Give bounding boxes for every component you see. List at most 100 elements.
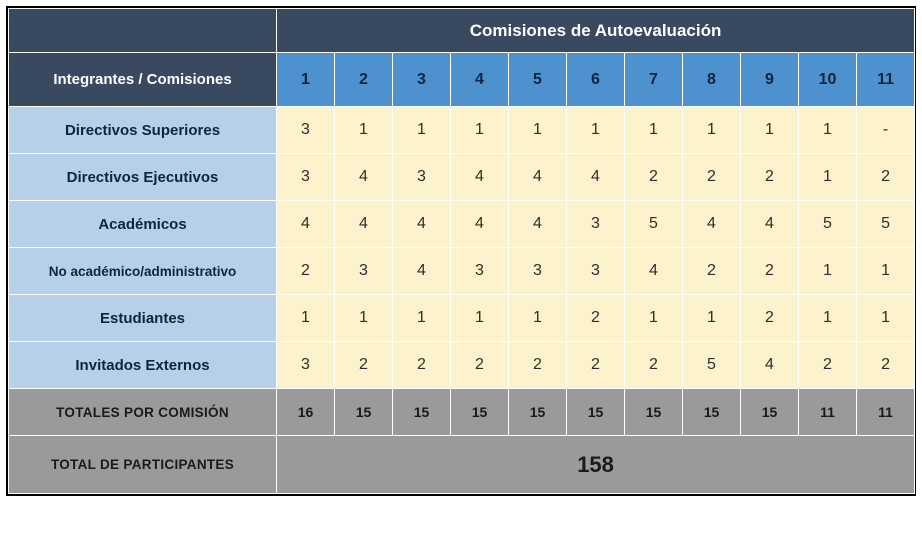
row-label: Invitados Externos	[9, 342, 277, 389]
data-cell: 2	[451, 342, 509, 389]
col-header: 3	[393, 53, 451, 107]
data-cell: 3	[567, 248, 625, 295]
data-cell: 4	[451, 154, 509, 201]
col-header: 8	[683, 53, 741, 107]
row-label: Directivos Ejecutivos	[9, 154, 277, 201]
col-header: 6	[567, 53, 625, 107]
totals-cell: 15	[741, 389, 799, 436]
data-cell: 2	[393, 342, 451, 389]
data-cell: 3	[393, 154, 451, 201]
totals-cell: 16	[277, 389, 335, 436]
data-cell: 4	[741, 201, 799, 248]
data-cell: 1	[799, 107, 857, 154]
data-cell: 1	[683, 295, 741, 342]
row-label: Directivos Superiores	[9, 107, 277, 154]
data-cell: 1	[799, 295, 857, 342]
table-row: Invitados Externos 3 2 2 2 2 2 2 5 4 2 2	[9, 342, 915, 389]
data-cell: 1	[277, 295, 335, 342]
totals-cell: 15	[509, 389, 567, 436]
data-cell: 4	[741, 342, 799, 389]
table-body: Directivos Superiores 3 1 1 1 1 1 1 1 1 …	[9, 107, 915, 494]
data-cell: 4	[509, 154, 567, 201]
data-cell: 2	[625, 154, 683, 201]
data-cell: 5	[857, 201, 915, 248]
data-cell: 5	[683, 342, 741, 389]
data-cell: 1	[683, 107, 741, 154]
data-cell: 1	[451, 107, 509, 154]
data-cell: 2	[567, 295, 625, 342]
totals-cell: 11	[857, 389, 915, 436]
data-cell: 4	[451, 201, 509, 248]
data-cell: 1	[393, 295, 451, 342]
data-cell: 1	[625, 295, 683, 342]
data-cell: 4	[393, 248, 451, 295]
col-header: 2	[335, 53, 393, 107]
totals-cell: 11	[799, 389, 857, 436]
data-cell: 2	[683, 154, 741, 201]
col-header: 11	[857, 53, 915, 107]
col-header: 1	[277, 53, 335, 107]
data-cell: 1	[509, 107, 567, 154]
data-cell: 5	[625, 201, 683, 248]
grand-total-label: TOTAL DE PARTICIPANTES	[9, 436, 277, 494]
data-cell: 2	[335, 342, 393, 389]
data-cell: 1	[857, 295, 915, 342]
grand-total-value: 158	[277, 436, 915, 494]
data-cell: 3	[277, 342, 335, 389]
data-cell: 4	[567, 154, 625, 201]
totals-label: TOTALES POR COMISIÓN	[9, 389, 277, 436]
table-row: Directivos Ejecutivos 3 4 3 4 4 4 2 2 2 …	[9, 154, 915, 201]
header-row-2: Integrantes / Comisiones 1 2 3 4 5 6 7 8…	[9, 53, 915, 107]
data-cell: 3	[335, 248, 393, 295]
data-cell: 2	[625, 342, 683, 389]
data-cell: 3	[509, 248, 567, 295]
data-cell: 1	[799, 154, 857, 201]
data-cell: 1	[741, 107, 799, 154]
data-cell: 2	[799, 342, 857, 389]
data-cell: 1	[451, 295, 509, 342]
totals-cell: 15	[393, 389, 451, 436]
row-header-title: Integrantes / Comisiones	[9, 53, 277, 107]
data-cell: 1	[509, 295, 567, 342]
data-cell: 2	[277, 248, 335, 295]
table-container: Comisiones de Autoevaluación Integrantes…	[6, 6, 916, 496]
super-header: Comisiones de Autoevaluación	[277, 9, 915, 53]
table-row: No académico/administrativo 2 3 4 3 3 3 …	[9, 248, 915, 295]
row-label: No académico/administrativo	[9, 248, 277, 295]
data-cell: 4	[509, 201, 567, 248]
totals-cell: 15	[451, 389, 509, 436]
data-cell: 4	[335, 154, 393, 201]
data-cell: 2	[857, 154, 915, 201]
col-header: 10	[799, 53, 857, 107]
data-cell: 4	[335, 201, 393, 248]
col-header: 5	[509, 53, 567, 107]
data-cell: 1	[799, 248, 857, 295]
data-cell: 3	[451, 248, 509, 295]
data-cell: 1	[567, 107, 625, 154]
row-label: Estudiantes	[9, 295, 277, 342]
col-header: 7	[625, 53, 683, 107]
totals-row: TOTALES POR COMISIÓN 16 15 15 15 15 15 1…	[9, 389, 915, 436]
row-label: Académicos	[9, 201, 277, 248]
data-cell: 4	[393, 201, 451, 248]
data-cell: 4	[683, 201, 741, 248]
data-cell: 2	[741, 248, 799, 295]
data-cell: 2	[509, 342, 567, 389]
table-row: Estudiantes 1 1 1 1 1 2 1 1 2 1 1	[9, 295, 915, 342]
col-header: 4	[451, 53, 509, 107]
data-cell: 2	[683, 248, 741, 295]
data-cell: 1	[625, 107, 683, 154]
data-cell: 1	[335, 295, 393, 342]
grand-total-row: TOTAL DE PARTICIPANTES 158	[9, 436, 915, 494]
data-cell: 1	[335, 107, 393, 154]
header-corner	[9, 9, 277, 53]
data-cell: 4	[625, 248, 683, 295]
totals-cell: 15	[683, 389, 741, 436]
col-header: 9	[741, 53, 799, 107]
table-row: Académicos 4 4 4 4 4 3 5 4 4 5 5	[9, 201, 915, 248]
header-row-1: Comisiones de Autoevaluación	[9, 9, 915, 53]
data-cell: 5	[799, 201, 857, 248]
data-cell: 2	[741, 295, 799, 342]
data-cell: 4	[277, 201, 335, 248]
data-cell: 3	[277, 107, 335, 154]
